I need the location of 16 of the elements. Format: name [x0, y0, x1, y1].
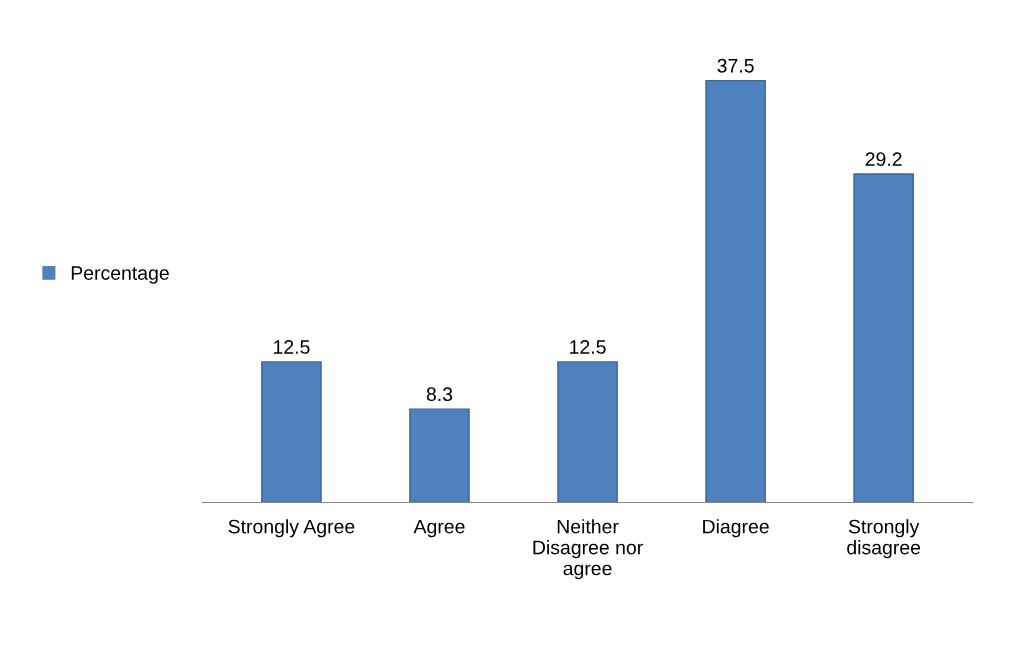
x-tick-label: Strongly disagree — [847, 519, 921, 559]
data-label: 12.5 — [570, 340, 606, 354]
x-tick-label: Diagree — [703, 519, 769, 538]
x-tick-label: Agree — [413, 519, 465, 538]
data-label: 29.2 — [865, 152, 902, 167]
legend-label: Percentage — [71, 266, 169, 284]
data-label: 8.3 — [426, 387, 453, 402]
x-tick-label: Neither Disagree nor agree — [533, 519, 643, 580]
data-label: 37.5 — [717, 58, 754, 73]
x-tick-label: Strongly Agree — [228, 519, 355, 538]
bar — [853, 173, 914, 503]
bar — [409, 408, 470, 503]
bar — [261, 361, 322, 503]
bar — [557, 361, 618, 503]
bar — [705, 79, 766, 503]
data-label: 12.5 — [273, 340, 310, 354]
